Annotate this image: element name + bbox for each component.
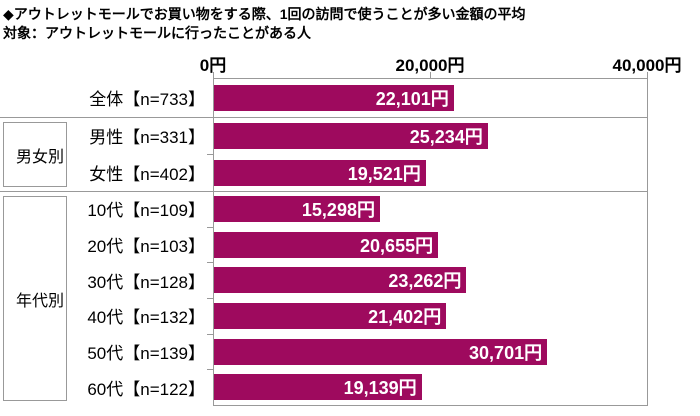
bar-value-label: 22,101円 xyxy=(375,88,449,109)
group-separator-line xyxy=(0,117,648,118)
group-separator-line xyxy=(0,191,648,192)
group-label: 年代別 xyxy=(15,292,64,310)
y-axis-tick xyxy=(207,154,213,155)
group-label: 男女別 xyxy=(15,148,64,166)
bar: 15,298円 xyxy=(214,195,380,222)
bar: 30,701円 xyxy=(214,338,548,365)
x-axis-tick xyxy=(213,72,214,78)
row-label: 60代【n=122】 xyxy=(87,379,205,399)
row-label: 20代【n=103】 xyxy=(87,236,205,256)
x-axis-tick-label: 40,000円 xyxy=(612,56,682,75)
bar-value-label: 23,262円 xyxy=(388,271,462,292)
row-label: 10代【n=109】 xyxy=(87,201,205,221)
x-axis-tick-label: 20,000円 xyxy=(395,56,465,75)
row-label: 全体【n=733】 xyxy=(89,90,205,109)
y-axis-tick xyxy=(207,369,213,371)
y-axis-tick xyxy=(207,226,213,228)
plot-frame xyxy=(213,78,648,406)
row-label: 男性【n=331】 xyxy=(89,128,205,147)
row-label: 40代【n=132】 xyxy=(87,308,205,328)
chart-subtitle: 対象：アウトレットモールに行ったことがある人 xyxy=(3,25,311,41)
bar: 21,402円 xyxy=(214,302,447,329)
y-axis-tick xyxy=(207,298,213,299)
y-axis-tick xyxy=(207,262,213,264)
bar: 19,521円 xyxy=(214,159,426,186)
row-label: 30代【n=128】 xyxy=(87,272,205,292)
y-axis-tick xyxy=(207,333,213,335)
chart-title: ◆アウトレットモールでお買い物をする際、1回の訪問で使うことが多い金額の平均 xyxy=(3,6,526,22)
x-axis-tick xyxy=(430,72,431,78)
bar-value-label: 21,402円 xyxy=(368,306,442,327)
bar-value-label: 19,139円 xyxy=(343,378,417,399)
bar: 25,234円 xyxy=(214,122,488,149)
bar: 23,262円 xyxy=(214,267,467,294)
x-axis-tick xyxy=(647,72,648,78)
bar: 22,101円 xyxy=(214,84,454,111)
bar-value-label: 19,521円 xyxy=(347,163,421,184)
bar: 20,655円 xyxy=(214,231,439,258)
bar: 19,139円 xyxy=(214,374,422,401)
bar-value-label: 15,298円 xyxy=(301,199,375,220)
row-label: 女性【n=402】 xyxy=(89,165,205,184)
x-axis-tick-label: 0円 xyxy=(199,56,227,75)
bar-value-label: 20,655円 xyxy=(360,235,434,256)
group-box: 年代別 xyxy=(3,196,67,401)
group-box: 男女別 xyxy=(3,122,67,187)
row-label: 50代【n=139】 xyxy=(87,343,205,363)
bar-value-label: 30,701円 xyxy=(469,342,543,363)
bar-value-label: 25,234円 xyxy=(409,126,483,147)
